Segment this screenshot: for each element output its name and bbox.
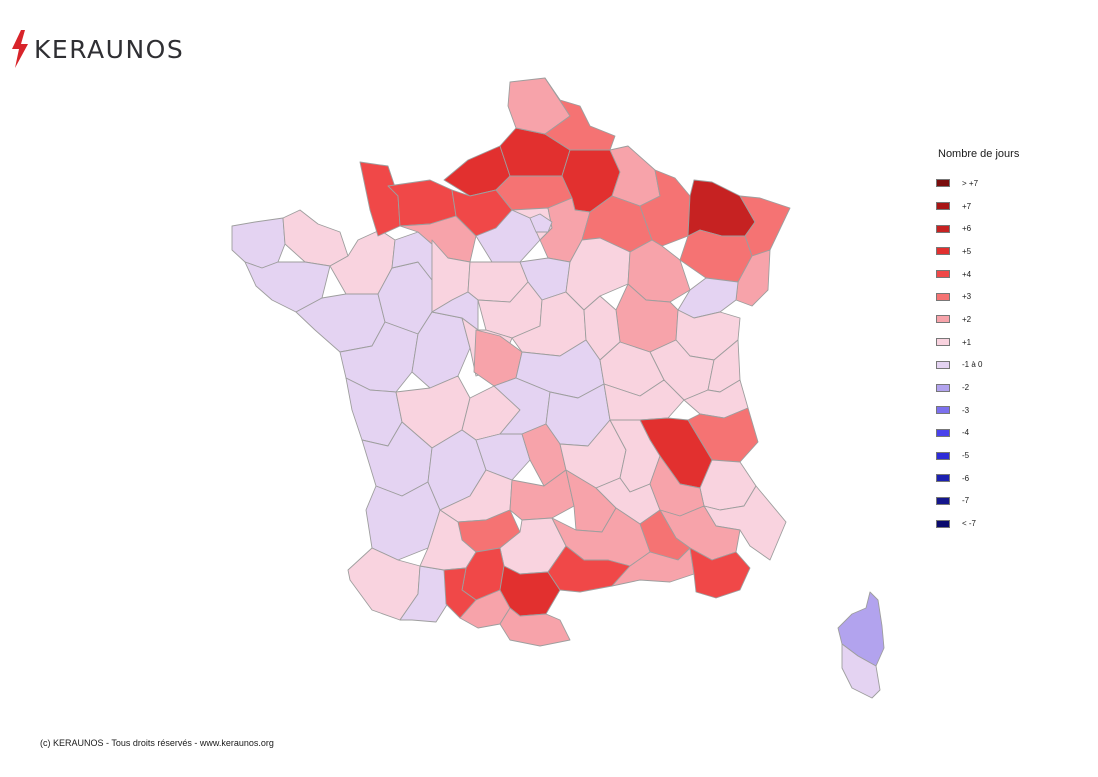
legend-item: -5 — [936, 444, 1019, 467]
legend-title: Nombre de jours — [938, 148, 1020, 160]
department — [244, 261, 331, 313]
department — [529, 213, 553, 233]
legend-item: -7 — [936, 490, 1019, 513]
legend-label: +7 — [962, 201, 972, 211]
brand-name: KERAUNOS — [34, 34, 185, 64]
legend-item: +1 — [936, 331, 1019, 354]
legend-label: +6 — [962, 224, 972, 234]
department — [687, 179, 756, 237]
legend-swatch — [936, 360, 950, 369]
keraunos-logo: KERAUNOS — [10, 30, 184, 68]
department — [399, 215, 477, 263]
legend-label: -5 — [962, 451, 970, 461]
legend-label: -2 — [962, 383, 970, 393]
legend-item: +3 — [936, 285, 1019, 308]
legend-swatch — [936, 292, 950, 301]
legend-item: > +7 — [936, 172, 1019, 195]
department — [509, 469, 575, 521]
legend-label: -3 — [962, 405, 970, 415]
department — [499, 607, 571, 647]
legend-label: -6 — [962, 473, 970, 483]
legend-swatch — [936, 496, 950, 505]
department — [841, 643, 881, 699]
department — [689, 547, 751, 599]
copyright-footer: (c) KERAUNOS - Tous droits réservés - ww… — [40, 738, 274, 748]
legend-swatch — [936, 270, 950, 279]
legend-item: -4 — [936, 422, 1019, 445]
legend-label: -4 — [962, 428, 970, 438]
legend-item: +6 — [936, 217, 1019, 240]
legend-swatch — [936, 406, 950, 415]
legend-label: -7 — [962, 496, 970, 506]
department — [282, 209, 349, 267]
legend-swatch — [936, 428, 950, 437]
legend-label: > +7 — [962, 178, 979, 188]
legend-swatch — [936, 202, 950, 211]
legend-items: > +7 +7 +6 +5 +4 +3 +2 +1 -1 à 0 -2 -3 -4 -5 -6 -7 < -7 — [936, 172, 1019, 535]
department — [359, 161, 401, 237]
legend-swatch — [936, 383, 950, 392]
legend-label: < -7 — [962, 519, 977, 529]
legend-swatch — [936, 519, 950, 528]
department — [231, 217, 286, 269]
legend-item: -6 — [936, 467, 1019, 490]
legend-swatch — [936, 179, 950, 188]
legend-label: +1 — [962, 337, 972, 347]
legend-swatch — [936, 474, 950, 483]
lightning-bolt-icon — [12, 30, 28, 68]
department — [679, 229, 753, 283]
legend-item: +4 — [936, 263, 1019, 286]
legend-item: -1 à 0 — [936, 354, 1019, 377]
legend-swatch — [936, 247, 950, 256]
legend-item: +2 — [936, 308, 1019, 331]
legend-item: -3 — [936, 399, 1019, 422]
legend-label: +3 — [962, 292, 972, 302]
legend-swatch — [936, 451, 950, 460]
legend-label: -1 à 0 — [962, 360, 983, 370]
map-legend: Nombre de jours > +7 +7 +6 +5 +4 +3 +2 +1 -1 à 0… — [936, 148, 1019, 535]
legend-item: -2 — [936, 376, 1019, 399]
department — [544, 77, 616, 151]
legend-label: +2 — [962, 314, 972, 324]
legend-swatch — [936, 338, 950, 347]
legend-label: +4 — [962, 269, 972, 279]
legend-item: < -7 — [936, 512, 1019, 535]
legend-swatch — [936, 224, 950, 233]
legend-label: +5 — [962, 246, 972, 256]
legend-item: +5 — [936, 240, 1019, 263]
legend-item: +7 — [936, 195, 1019, 218]
legend-swatch — [936, 315, 950, 324]
